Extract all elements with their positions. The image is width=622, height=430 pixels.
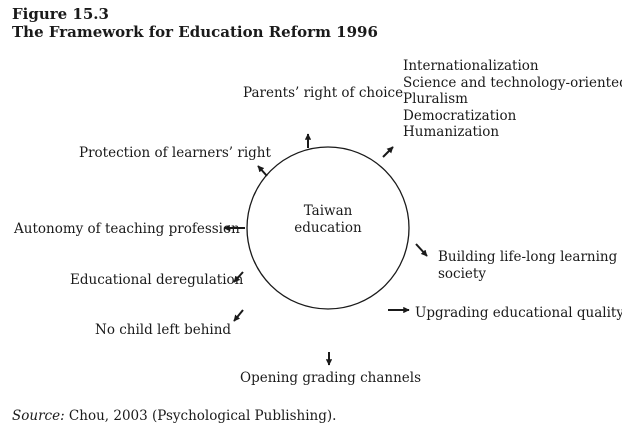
node-deregulation: Educational deregulation: [70, 272, 244, 288]
center-label: Taiwan education: [273, 203, 383, 237]
node-lifelong-line1: Building life-long learning: [438, 249, 618, 265]
value-pluralism: Pluralism: [403, 91, 468, 107]
arrow-values: [382, 146, 394, 158]
arrow-lifelong: [415, 243, 428, 257]
source-label: Source:: [12, 408, 65, 424]
value-internationalization: Internationalization: [403, 58, 539, 74]
center-label-line1: Taiwan: [303, 203, 353, 219]
figure-label: Figure 15.3: [12, 5, 109, 23]
node-lifelong-learning: Building life-long learning society: [438, 249, 617, 282]
center-label-line2: education: [294, 220, 362, 236]
value-democratization: Democratization: [403, 107, 517, 124]
figure-title: The Framework for Education Reform 1996: [12, 23, 378, 41]
center-circle: [246, 146, 410, 310]
node-no-child: No child left behind: [95, 322, 232, 338]
source-text: Chou, 2003 (Psychological Publishing).: [68, 408, 337, 424]
value-science-technology: Science and technology-oriented: [403, 74, 622, 91]
node-parents-choice: Parents’ right of choice: [243, 85, 404, 101]
node-learners-right: Protection of learners’ right: [79, 145, 271, 161]
node-values: Internationalization Science and technol…: [403, 58, 622, 141]
arrow-no-child: [233, 309, 244, 322]
node-opening-channels: Opening grading channels: [240, 370, 421, 386]
value-humanization: Humanization: [403, 124, 500, 140]
arrow-deregulation: [233, 271, 244, 283]
source-note: Source: Chou, 2003 (Psychological Publis…: [12, 408, 336, 424]
node-upgrading-quality: Upgrading educational quality: [415, 305, 622, 321]
arrow-learners-right: [257, 165, 268, 177]
node-lifelong-line2: society: [438, 265, 486, 282]
node-autonomy: Autonomy of teaching profession: [14, 221, 240, 237]
